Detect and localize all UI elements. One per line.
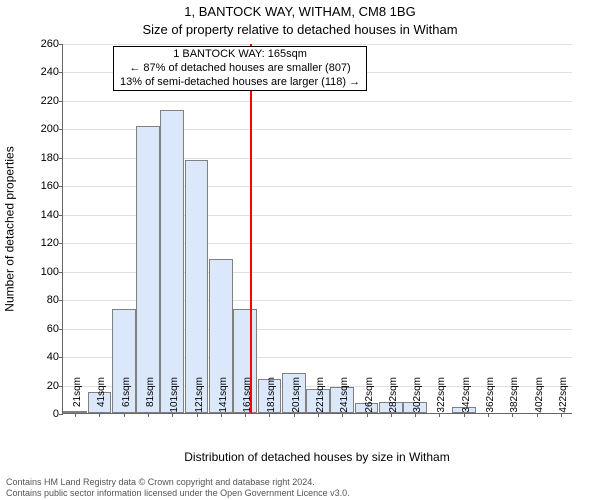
annotation-line3: 13% of semi-detached houses are larger (… [120,76,360,90]
plot-area: 02040608010012014016018020022024026021sq… [62,44,572,414]
x-tick-label: 41sqm [96,377,107,417]
x-tick-label: 422sqm [558,377,569,417]
footer-line1: Contains HM Land Registry data © Crown c… [6,477,350,487]
x-tick-label: 181sqm [266,377,277,417]
y-tick-label: 160 [41,180,63,192]
chart-container: 1, BANTOCK WAY, WITHAM, CM8 1BG Size of … [0,0,600,500]
x-tick-label: 121sqm [194,377,205,417]
x-tick-label: 322sqm [436,377,447,417]
histogram-bar [160,110,184,413]
x-tick-label: 141sqm [218,377,229,417]
y-tick-label: 0 [53,408,63,420]
x-tick-label: 362sqm [485,377,496,417]
x-tick-label: 241sqm [339,377,350,417]
y-tick-label: 200 [41,123,63,135]
y-tick-label: 80 [47,294,63,306]
footer-attribution: Contains HM Land Registry data © Crown c… [6,477,350,498]
y-tick-label: 220 [41,95,63,107]
x-tick-label: 302sqm [412,377,423,417]
y-tick-label: 120 [41,237,63,249]
y-tick-label: 260 [41,38,63,50]
x-tick-label: 282sqm [388,377,399,417]
gridline [63,44,572,45]
gridline [63,101,572,102]
histogram-bar [185,160,209,413]
annotation-line2: ← 87% of detached houses are smaller (80… [120,62,360,76]
y-tick-label: 140 [41,209,63,221]
y-tick-label: 20 [47,380,63,392]
y-tick-label: 240 [41,66,63,78]
x-axis-label: Distribution of detached houses by size … [62,450,572,464]
x-tick-label: 81sqm [145,377,156,417]
x-tick-label: 382sqm [509,377,520,417]
annotation-box: 1 BANTOCK WAY: 165sqm ← 87% of detached … [113,46,367,91]
annotation-line1: 1 BANTOCK WAY: 165sqm [120,48,360,62]
x-tick-label: 221sqm [315,377,326,417]
x-tick-label: 262sqm [364,377,375,417]
chart-title-line2: Size of property relative to detached ho… [0,22,600,37]
reference-line [250,44,252,413]
x-tick-label: 402sqm [534,377,545,417]
chart-title-line1: 1, BANTOCK WAY, WITHAM, CM8 1BG [0,4,600,19]
x-tick-label: 61sqm [121,377,132,417]
histogram-bar [136,126,160,413]
y-tick-label: 180 [41,152,63,164]
y-axis-label: Number of detached properties [2,44,18,414]
footer-line2: Contains public sector information licen… [6,488,350,498]
y-tick-label: 100 [41,266,63,278]
y-tick-label: 60 [47,323,63,335]
x-tick-label: 21sqm [72,377,83,417]
x-tick-label: 101sqm [169,377,180,417]
y-tick-label: 40 [47,351,63,363]
x-tick-label: 201sqm [291,377,302,417]
x-tick-label: 342sqm [461,377,472,417]
